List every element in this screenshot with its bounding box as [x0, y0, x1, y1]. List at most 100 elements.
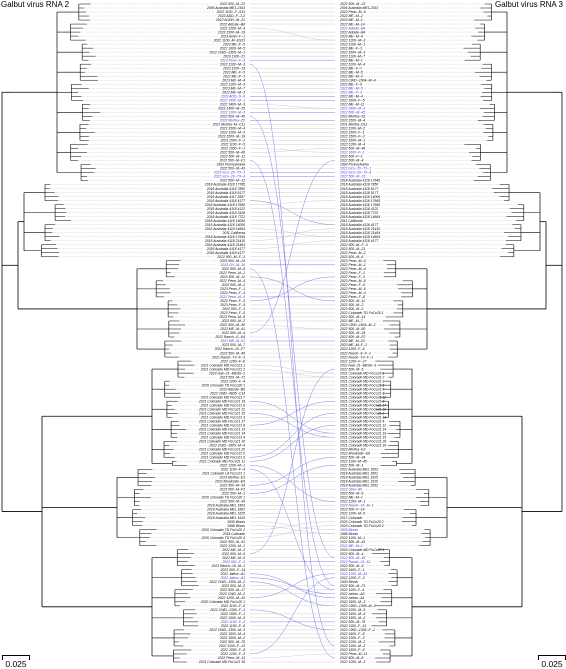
- right-tip-label: 2022 500--M--15: [339, 175, 365, 179]
- right-tip-label: 2021 Colorado MD FoCo21 16: [339, 444, 386, 448]
- right-tip-label: 2022 1500--F--1: [339, 131, 365, 135]
- left-tip-label: 2022 1200--M--43: [217, 596, 245, 600]
- right-tip-label: 2022 ME--F--6: [339, 82, 362, 86]
- right-tip-label: 2018 Australia 4118 8177: [339, 191, 378, 195]
- left-tip-label: 2023 Penn--F--1: [219, 287, 245, 291]
- left-tip-label: 2022 ME--M--3: [221, 90, 245, 94]
- left-tip-label: 2018 Australia MEL 1802: [206, 508, 245, 512]
- right-tip-label: 2022 ME--M--1: [339, 496, 363, 500]
- left-tip-label: 2018 Australia 4117 8357: [206, 195, 245, 199]
- left-tree-title: Galbut virus RNA 2: [1, 0, 70, 9]
- right-tip-label: 2022 500--M--50: [339, 327, 365, 331]
- left-tip-label: 2022 1200--F--8: [219, 359, 245, 363]
- right-tip-label: 2023 500--M--11: [339, 299, 365, 303]
- right-tip-label: 2022 500--M--45: [339, 556, 365, 560]
- right-tip-label: 2022 500--M--76: [339, 620, 365, 624]
- right-tip-label: 2022 1200--M--3: [339, 38, 365, 42]
- left-tip-label: 2021 Colorado MD FoCo21 13: [198, 427, 245, 431]
- left-tip-label: 2022 1100--M--3: [219, 131, 245, 135]
- right-tip-label: 2022 1200--M--5: [339, 608, 365, 612]
- left-tip-label: 2023 Ashh--F--1: [219, 34, 245, 38]
- left-tip-label: 2022 CWD--1605--M--4: [208, 444, 245, 448]
- tangle-link: [249, 413, 336, 438]
- left-tip-label: 2022 ME--M--3: [221, 548, 245, 552]
- left-tip-label: 2022 Penn--M--11: [217, 656, 245, 660]
- right-tip-label: 2018 Australia MEL 1802: [339, 472, 378, 476]
- right-tip-label: 2022 Raoch--8--F--1: [339, 351, 371, 355]
- right-tip-label: 2022 Raoch--23--K1: [339, 560, 371, 564]
- right-tip-label: 2018 Australia 4118 14664: [339, 235, 380, 239]
- right-tip-label: 2018 Australia 4118 7850: [339, 183, 378, 187]
- left-tip-label: 2021 Colorado MD FoCo21 11: [198, 460, 245, 464]
- right-tip-label: 2018 Australia 4118 14006: [339, 195, 380, 199]
- left-tip-label: 2018 Australia 4118 7850: [206, 187, 245, 191]
- right-tip-label: 2022 ME--M--3: [339, 74, 363, 78]
- right-tip-label: 2022 ME--M--1: [339, 58, 363, 62]
- right-tree-title: Galbut virus RNA 3: [494, 0, 563, 9]
- left-tip-label: 1930 Illinois: [227, 520, 245, 524]
- left-tip-label: 2011 California: [221, 231, 245, 235]
- left-tip-label: 2021 Colorado MD FoCo21 15: [198, 411, 245, 415]
- left-tip-label: 2023 1500--M--19: [217, 135, 245, 139]
- right-tip-label: 2022 Penn--M--6: [339, 10, 366, 14]
- left-tip-label: 2018 Australia 4118 4177: [206, 251, 245, 255]
- right-tip-label: 2023 Raoch--15--M--1: [339, 504, 374, 508]
- left-tip-label: 2022 ME--M--5: [221, 556, 245, 560]
- left-tip-label: 2023 500--F--3: [221, 560, 245, 564]
- left-tip-label: 2023 Penn--M--8: [218, 315, 245, 319]
- right-tip-label: 2022 Penn--F--8: [339, 295, 365, 299]
- right-tip-label: 1930 Illinois: [340, 580, 358, 584]
- right-tip-label: 2022 500--M--F1: [339, 584, 366, 588]
- right-tip-label: 2022 1600--M--1: [339, 139, 365, 143]
- right-tip-label: 2022 mcn--20--T3--1: [339, 167, 371, 171]
- right-tip-label: 2022 500--F--1: [339, 155, 363, 159]
- left-tip-label: 2018 Colorado: [222, 532, 245, 536]
- tangle-link: [249, 400, 336, 426]
- right-tip-label: 2022 1200--M--4: [339, 143, 365, 147]
- left-tip-label: 2023 500--M--11: [219, 275, 245, 279]
- left-tip-label: 2022 ME--M--51: [219, 339, 245, 343]
- left-tip-label: 2023 500--M--7: [221, 343, 245, 347]
- left-tip-label: 2021 Colorado MD FoCo21 2: [200, 367, 245, 371]
- right-tip-label: 2022 1100--F--13: [339, 624, 366, 628]
- right-tip-label: 2022 1400--M--3: [339, 107, 365, 111]
- left-tip-label: 2023 ME--F--5: [222, 42, 245, 46]
- left-tip-label: 2022 500--M--5: [221, 552, 245, 556]
- left-tip-label: 2022 500--M--17: [219, 588, 245, 592]
- right-tip-label: 2022 Ohio--A5: [339, 488, 362, 492]
- right-tip-label: 2022 AdGde--B4: [339, 26, 365, 30]
- right-tip-label: 2023 Penn--M--4: [339, 291, 366, 295]
- right-tip-label: 2022 Colorado TD FoCo20 1: [339, 311, 384, 315]
- tangle-link: [249, 240, 336, 249]
- right-tip-label: 2022 ME--M--5: [339, 86, 363, 90]
- left-tip-label: 2023 ADD--F--1-2: [217, 14, 245, 18]
- right-tip-label: 2020 Colorado MD FoCo20 1: [339, 548, 384, 552]
- right-tip-label: 2021 Colorado MD FoCo21 6: [339, 391, 384, 395]
- left-tip-label: 2023 1500--M--4: [219, 127, 245, 131]
- right-tip-label: 2022 500--M--45: [339, 111, 365, 115]
- right-tip-label: 2006 Australia ME1-2163: [339, 6, 378, 10]
- left-tip-label: 2022 CWD--4605--C14: [209, 391, 245, 395]
- left-tip-label: 2018 Australia 4118 7722: [206, 215, 245, 219]
- left-tip-label: 2023 ADD--S--6: [220, 94, 245, 98]
- left-tip-label: 2022 500--M--11: [219, 155, 245, 159]
- left-tip-label: 2022 1500--M--4: [219, 632, 245, 636]
- left-tip-label: 2022 500--M--34: [219, 484, 245, 488]
- left-tip-label: 2023 1500--F--1: [219, 139, 245, 143]
- left-tip-label: 2023 Penn--F--5: [219, 311, 245, 315]
- right-tip-label: 2021 Colorado MD FoCo21 10: [339, 407, 386, 411]
- left-tip-label: 2022 mcn--20--T3--4: [213, 175, 245, 179]
- left-tip-label: 2022 1100--F--5: [220, 143, 245, 147]
- right-tip-label: 2022 1200--M--2: [339, 640, 365, 644]
- left-tip-label: 2018 Australia 4118 4177: [206, 247, 245, 251]
- left-tip-label: 2018 Australia 4118 17665: [204, 203, 245, 207]
- right-tip-label: 2022 Penn--F--1: [339, 271, 365, 275]
- right-tip-label: 2022 500--M--23: [339, 2, 365, 6]
- right-tip-label: 2022 1500--M--3: [339, 50, 365, 54]
- right-tip-label: 2022 500--M--41: [339, 540, 365, 544]
- right-scale-label: 0.025: [541, 659, 563, 669]
- left-tip-label: 2020 Colorado TD FoCo20 4: [200, 536, 245, 540]
- right-tip-label: 2023 CWD--1604--M--4: [339, 78, 376, 82]
- right-tip-label: 2022 ME--M--4: [339, 94, 363, 98]
